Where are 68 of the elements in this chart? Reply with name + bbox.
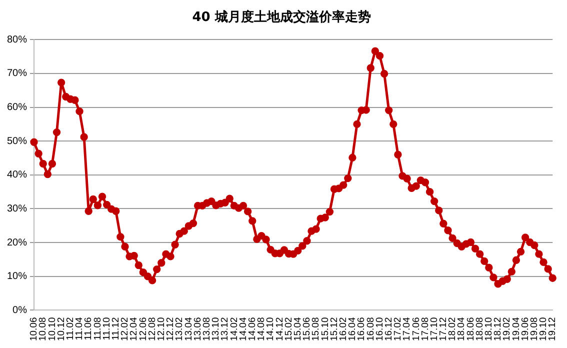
x-tick-label: 17.04	[402, 317, 413, 342]
x-tick-label: 18.04	[456, 317, 468, 342]
x-tick-label: 11.06	[83, 317, 94, 340]
x-tick-label: 11.12	[110, 317, 122, 340]
x-tick-label: 18.08	[474, 317, 486, 342]
x-tick-label: 19.10	[538, 317, 550, 342]
x-tick-label: 11.10	[101, 317, 112, 340]
x-tick-label: 14.10	[265, 317, 276, 342]
x-tick-label: 18.10	[484, 317, 495, 342]
x-tick-label: 17.10	[428, 317, 440, 342]
x-tick-label: 10.10	[46, 317, 58, 342]
x-tick-label: 10.06	[28, 317, 40, 342]
x-tick-label: 13.02	[174, 317, 186, 342]
x-tick-label: 14.04	[238, 317, 249, 342]
x-tick-label: 14.06	[246, 317, 258, 342]
x-tick-label: 19.12	[547, 317, 558, 342]
x-tick-label: 19.04	[510, 317, 522, 342]
x-tick-label: 13.08	[202, 317, 212, 342]
x-tick-label: 18.06	[465, 317, 476, 342]
y-tick-label: 70%	[7, 68, 28, 80]
x-tick-label: 17.12	[438, 317, 450, 342]
x-tick-label: 16.08	[365, 317, 376, 342]
x-tick-label: 15.12	[328, 317, 340, 342]
y-tick-label: 50%	[7, 136, 28, 147]
x-tick-label: 12.04	[128, 317, 140, 342]
x-tick-label: 15.10	[320, 317, 331, 342]
x-tick-label: 19.08	[529, 317, 540, 342]
y-tick-label: 30%	[7, 203, 28, 214]
x-tick-label: 13.04	[183, 317, 194, 342]
x-tick-label: 15.06	[302, 317, 313, 342]
x-tick-label: 18.12	[492, 317, 504, 342]
x-tick-label: 13.12	[220, 317, 231, 342]
x-tick-label: 14.12	[274, 317, 286, 342]
x-tick-label: 15.04	[292, 317, 304, 342]
y-tick-label: 10%	[7, 271, 28, 282]
x-tick-label: 13.10	[210, 317, 222, 342]
x-tick-label: 11.08	[92, 317, 104, 340]
x-tick-label: 12.12	[165, 317, 176, 342]
y-tick-label: 40%	[7, 170, 28, 181]
x-tick-label: 14.08	[256, 317, 268, 342]
y-tick-label: 60%	[7, 102, 28, 114]
x-tick-label: 16.02	[338, 317, 349, 342]
x-tick-label: 10.12	[56, 317, 67, 342]
x-tick-label: 17.08	[420, 317, 431, 342]
x-tick-label: 15.08	[310, 317, 322, 342]
x-tick-label: 17.02	[392, 317, 404, 342]
x-tick-label: 17.06	[410, 317, 422, 342]
x-tick-label: 12.08	[146, 317, 158, 342]
y-tick-label: 20%	[7, 237, 28, 248]
x-tick-label: 10.08	[38, 317, 49, 342]
x-tick-label: 13.06	[192, 317, 204, 342]
x-tick-label: 16.06	[356, 317, 368, 342]
x-tick-label: 16.10	[374, 317, 386, 342]
x-tick-label: 18.02	[447, 317, 458, 342]
x-tick-label: 11.02	[65, 317, 76, 340]
x-tick-label: 11.04	[74, 317, 86, 340]
x-tick-label: 16.04	[347, 317, 358, 342]
x-tick-label: 14.02	[228, 317, 240, 342]
chart-title: 40 城月度土地成交溢价率走势	[192, 9, 371, 26]
y-tick-label: 80%	[7, 34, 28, 46]
x-tick-label: 16.12	[383, 317, 394, 342]
x-tick-label: 12.02	[120, 317, 131, 342]
x-tick-label: 19.02	[502, 317, 513, 342]
x-tick-label: 12.10	[156, 317, 168, 342]
x-tick-label: 12.06	[138, 317, 149, 342]
y-tick-label: 0%	[12, 304, 28, 316]
x-tick-label: 15.02	[283, 317, 294, 342]
x-tick-label: 19.06	[520, 317, 531, 342]
